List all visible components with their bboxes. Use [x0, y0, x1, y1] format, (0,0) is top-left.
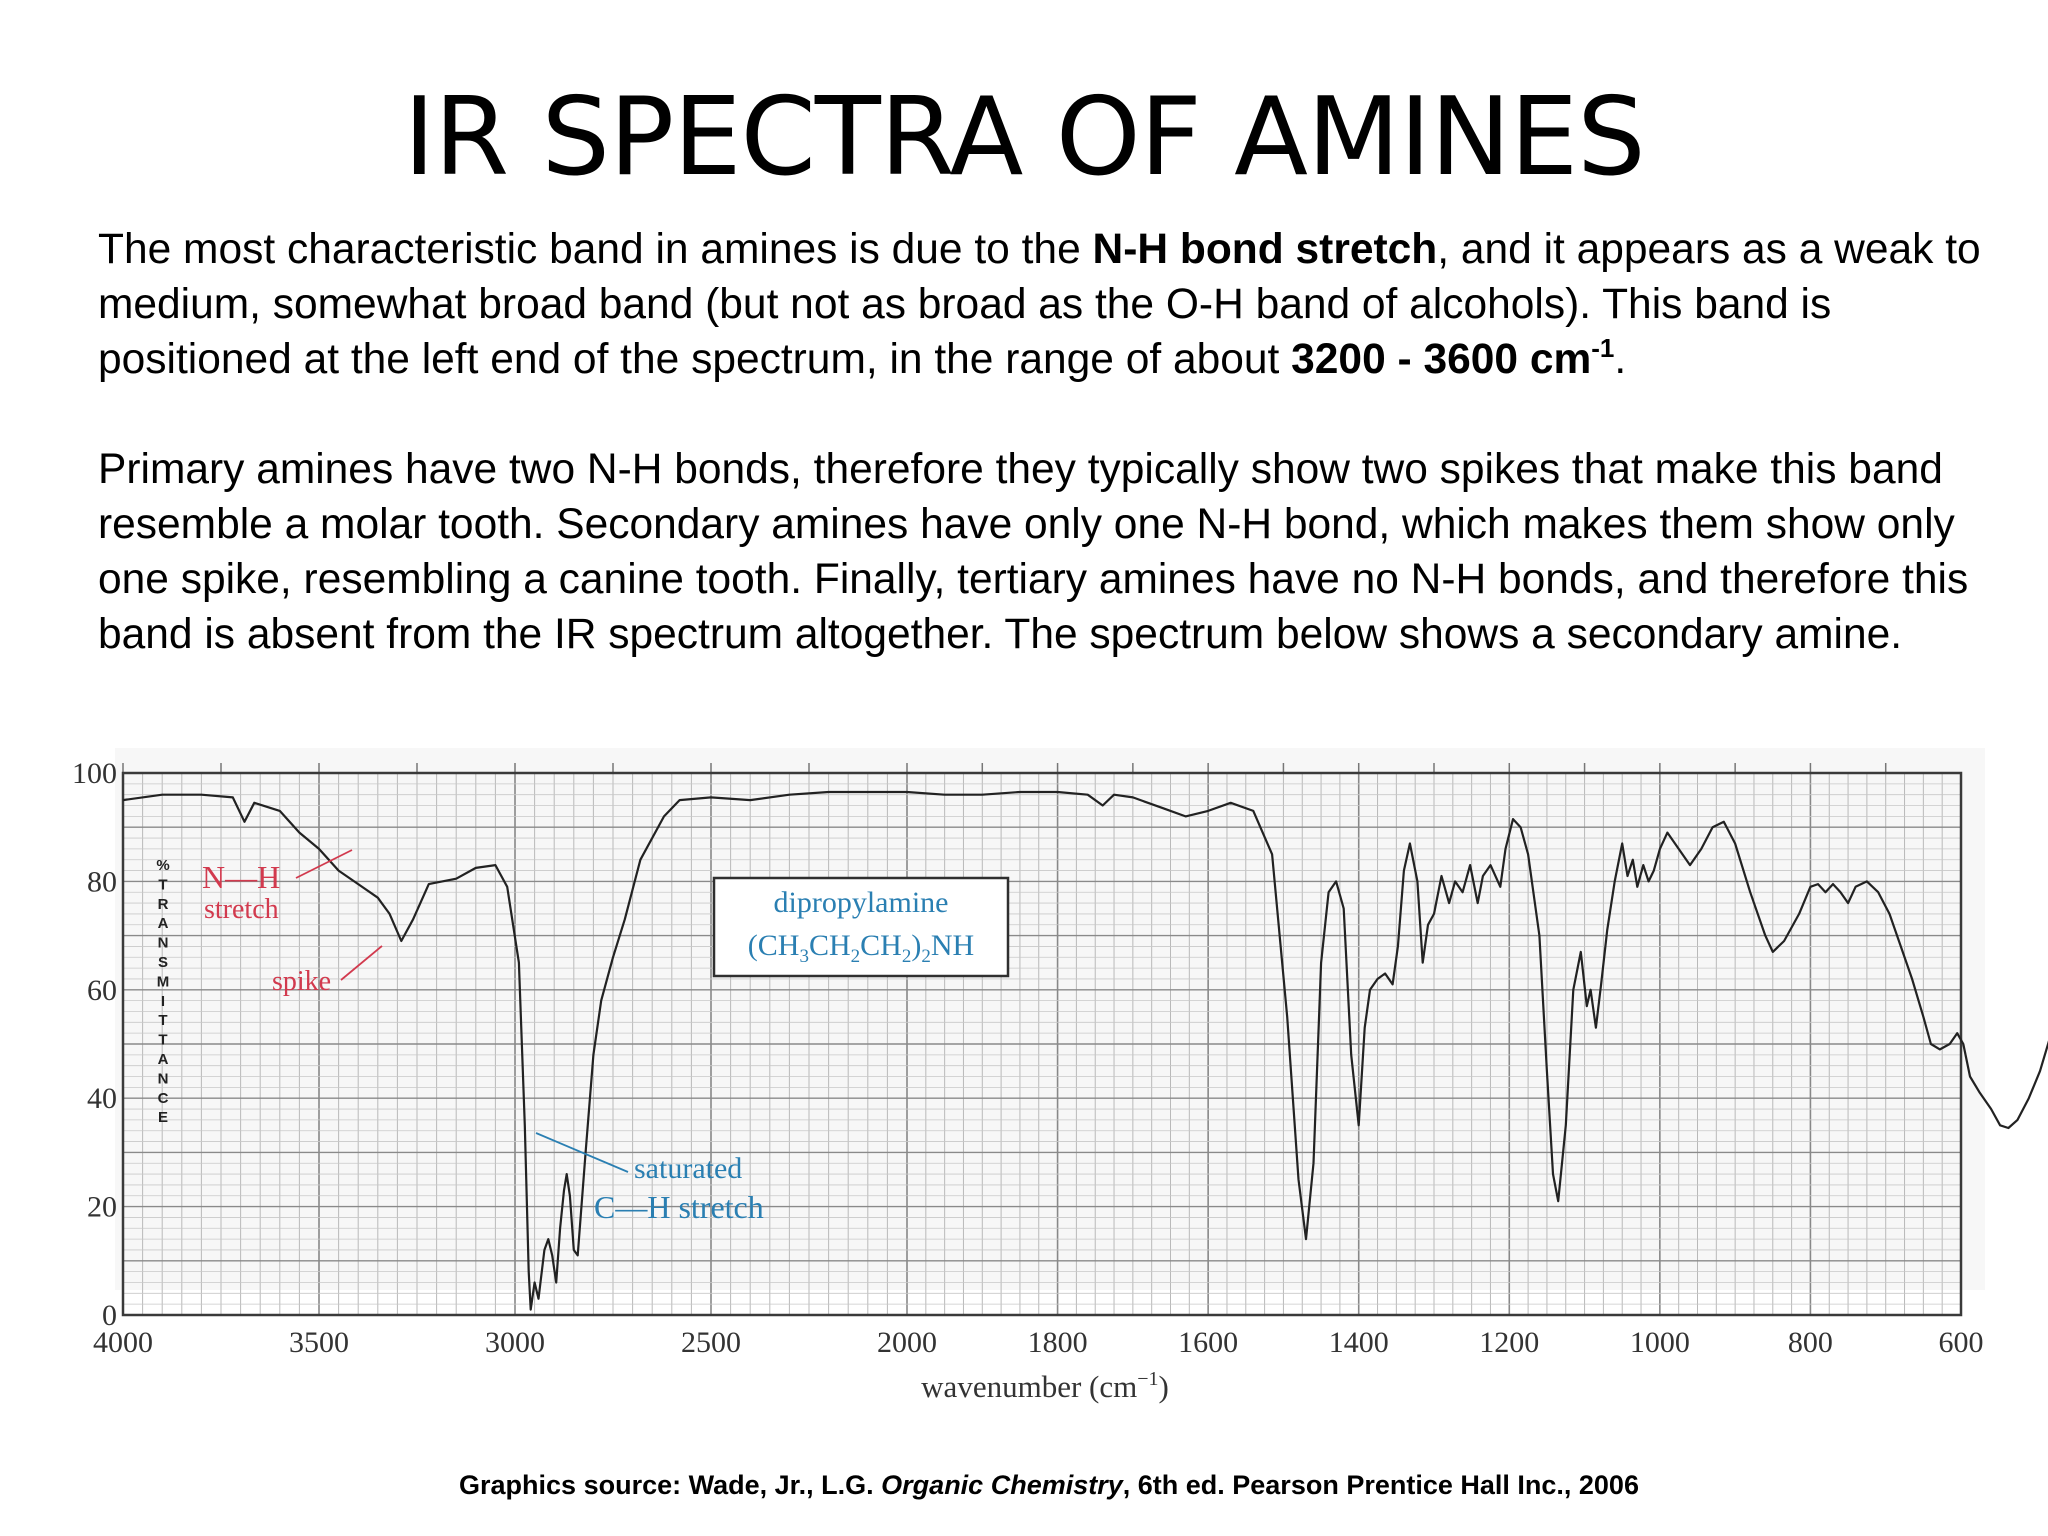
- intro-bold-range: 3200 - 3600 cm-1: [1291, 333, 1615, 383]
- y-tick-label: 60: [87, 974, 117, 1007]
- spike-annotation-pointer: [340, 945, 383, 981]
- nh-stretch-annotation: stretch: [204, 894, 279, 925]
- y-axis-label-letter: I: [161, 993, 165, 1010]
- y-axis-label-letter: T: [158, 876, 167, 893]
- citation-prefix: Graphics source: Wade, Jr., L.G.: [459, 1470, 882, 1500]
- x-tick-label: 4000: [93, 1326, 153, 1359]
- spike-annotation: spike: [272, 966, 331, 997]
- y-axis-label-letter: T: [158, 1012, 167, 1029]
- x-tick-label: 1600: [1178, 1326, 1238, 1359]
- x-axis-label: wavenumber (cm−1): [921, 1368, 1169, 1404]
- amine-types-paragraph: Primary amines have two N-H bonds, there…: [98, 446, 1969, 658]
- y-axis-label-letter: M: [157, 973, 170, 990]
- x-tick-label: 600: [1939, 1326, 1984, 1359]
- ch-annotation-pointer: [535, 1132, 629, 1173]
- y-axis-label-letter: %: [156, 857, 169, 874]
- compound-formula: (CH3CH2CH2)2NH: [748, 929, 974, 967]
- intro-text-2: , and it appears as a weak to medium, so…: [98, 226, 1981, 383]
- y-axis-label-letter: N: [158, 935, 169, 952]
- spectrum-curve: [122, 790, 2048, 1311]
- y-axis-label-letter: N: [158, 1070, 169, 1087]
- x-axis-label-close: ): [1159, 1369, 1169, 1404]
- x-tick-label: 1400: [1329, 1326, 1389, 1359]
- slide-title: IR SPECTRA OF AMINES: [403, 75, 1645, 200]
- x-tick-label: 1800: [1028, 1326, 1088, 1359]
- x-tick-label: 3500: [289, 1326, 349, 1359]
- y-tick-label: 100: [72, 757, 117, 790]
- plot-frame: [121, 771, 1963, 1317]
- x-axis-ticks: 4000 3500 3000 2500 2000 1800 1600 1400 1200 1000…: [93, 1326, 1984, 1359]
- intro-text-3: .: [1614, 336, 1627, 383]
- y-tick-label: 20: [87, 1191, 117, 1224]
- intro-text-1: The most characteristic band in amines i…: [98, 226, 1093, 273]
- y-axis-label-letter: A: [158, 1051, 169, 1068]
- y-axis-label: % T R A N S M I T T A N C E: [156, 857, 169, 1126]
- nh-annotation-label: N—H: [202, 859, 280, 895]
- compound-label-box: [712, 876, 1010, 978]
- graphics-source-citation: Graphics source: Wade, Jr., L.G. Organic…: [0, 1470, 2048, 1501]
- x-tick-label: 1000: [1630, 1326, 1690, 1359]
- citation-book-title: Organic Chemistry: [881, 1470, 1123, 1500]
- ch-saturated-annotation: saturated: [634, 1152, 742, 1185]
- nh-annotation-pointer: [295, 849, 353, 879]
- ir-spectrum-chart: 0 20 40 60 80 100 4000 3500 3000 2500 2000 1800 160…: [72, 748, 2048, 1404]
- y-tick-label: 80: [87, 865, 117, 898]
- y-tick-label: 40: [87, 1082, 117, 1115]
- x-tick-label: 3000: [485, 1326, 545, 1359]
- y-axis-label-letter: T: [158, 1032, 167, 1049]
- y-axis-label-letter: E: [158, 1109, 168, 1126]
- y-axis-label-letter: S: [158, 954, 168, 971]
- y-axis-ticks: 0 20 40 60 80 100: [72, 757, 117, 1332]
- y-axis-label-letter: R: [158, 896, 169, 913]
- spectrum-grid: [122, 763, 1961, 1316]
- intro-range-value: 3200 - 3600 cm: [1291, 336, 1592, 383]
- x-tick-label: 2500: [681, 1326, 741, 1359]
- y-axis-label-letter: C: [158, 1090, 169, 1107]
- spectrum-background: [115, 748, 1985, 1290]
- x-tick-label: 800: [1788, 1326, 1833, 1359]
- ch-stretch-annotation: C—H stretch: [594, 1189, 764, 1225]
- compound-name: dipropylamine: [774, 886, 949, 919]
- intro-range-exponent: -1: [1591, 333, 1615, 363]
- x-tick-label: 2000: [877, 1326, 937, 1359]
- x-axis-label-text: wavenumber (cm: [921, 1369, 1137, 1404]
- citation-suffix: , 6th ed. Pearson Prentice Hall Inc., 20…: [1122, 1470, 1639, 1500]
- x-axis-label-exponent: −1: [1137, 1368, 1158, 1390]
- y-tick-label: 0: [102, 1299, 117, 1332]
- intro-paragraph: The most characteristic band in amines i…: [98, 222, 1998, 387]
- intro-bold-nh: N-H bond stretch: [1092, 226, 1438, 273]
- x-tick-label: 1200: [1479, 1326, 1539, 1359]
- y-axis-label-letter: A: [158, 915, 169, 932]
